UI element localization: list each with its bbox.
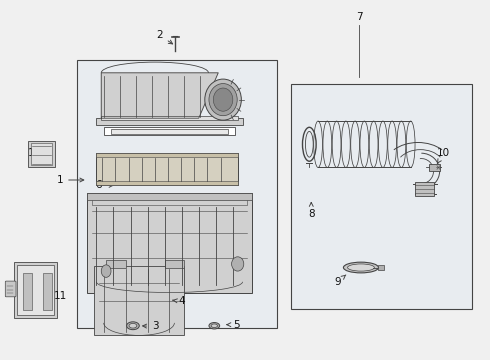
Bar bbox=[92, 200, 247, 205]
Text: 1: 1 bbox=[56, 175, 84, 185]
Bar bbox=[28, 141, 55, 167]
Bar bbox=[101, 116, 238, 120]
Text: 8: 8 bbox=[308, 203, 315, 219]
Text: 3: 3 bbox=[143, 321, 159, 332]
FancyBboxPatch shape bbox=[5, 281, 16, 297]
Bar bbox=[31, 143, 52, 165]
Ellipse shape bbox=[101, 265, 111, 277]
Ellipse shape bbox=[129, 323, 137, 328]
Bar bbox=[87, 193, 252, 200]
Text: 2: 2 bbox=[156, 30, 172, 44]
Bar bbox=[87, 193, 252, 293]
Text: 10: 10 bbox=[437, 148, 450, 163]
Bar bbox=[429, 164, 440, 171]
Bar bbox=[43, 273, 51, 310]
Bar bbox=[18, 265, 53, 315]
Text: 11: 11 bbox=[45, 291, 68, 301]
Bar bbox=[165, 260, 184, 267]
Text: 6: 6 bbox=[96, 180, 113, 190]
Bar bbox=[111, 129, 228, 134]
Bar bbox=[97, 118, 243, 125]
Bar bbox=[24, 273, 32, 310]
Bar bbox=[77, 60, 277, 328]
Bar bbox=[291, 84, 471, 309]
Text: 7: 7 bbox=[356, 13, 363, 22]
Ellipse shape bbox=[347, 264, 374, 271]
Bar bbox=[106, 260, 125, 267]
Text: 12: 12 bbox=[28, 148, 44, 158]
Ellipse shape bbox=[232, 257, 244, 271]
Polygon shape bbox=[101, 73, 218, 118]
Text: 4: 4 bbox=[173, 296, 185, 306]
Ellipse shape bbox=[211, 324, 218, 328]
Bar bbox=[97, 153, 238, 157]
Ellipse shape bbox=[343, 262, 378, 273]
Bar bbox=[94, 266, 184, 336]
Ellipse shape bbox=[213, 88, 233, 111]
Bar bbox=[14, 262, 57, 318]
Text: 9: 9 bbox=[334, 275, 346, 287]
Bar bbox=[415, 182, 434, 196]
Bar bbox=[97, 153, 238, 185]
Ellipse shape bbox=[205, 79, 242, 120]
Ellipse shape bbox=[126, 322, 139, 330]
Text: 5: 5 bbox=[227, 320, 240, 330]
Bar bbox=[97, 181, 238, 185]
Bar bbox=[378, 265, 384, 270]
Ellipse shape bbox=[209, 323, 220, 329]
Bar bbox=[104, 127, 235, 135]
Ellipse shape bbox=[209, 84, 237, 116]
